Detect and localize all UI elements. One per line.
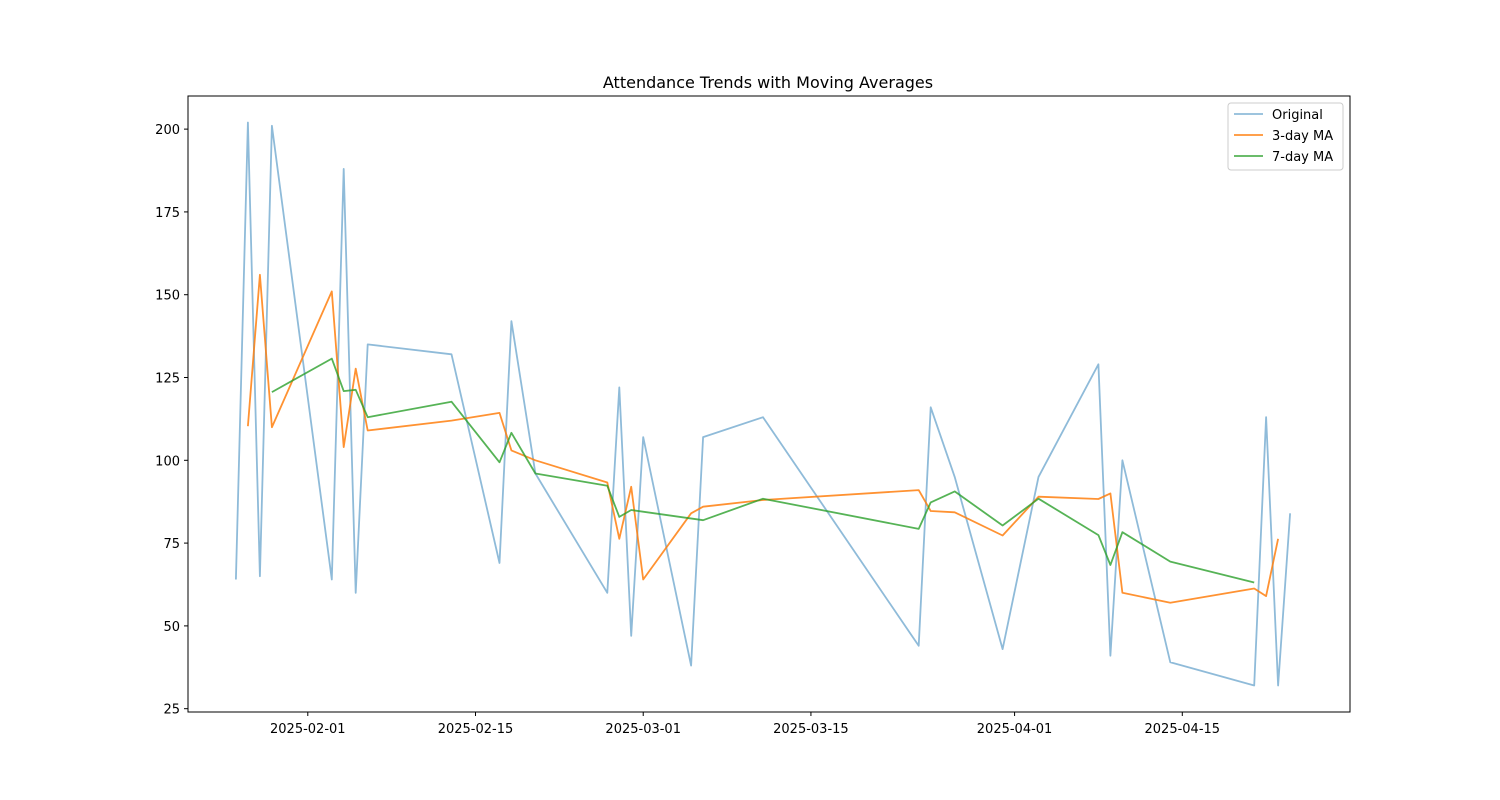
y-tick-label: 100 bbox=[155, 454, 180, 469]
legend-label: 3-day MA bbox=[1272, 129, 1333, 144]
series-points-3-day-ma bbox=[248, 275, 1278, 603]
legend: Original 3-day MA 7-day MA bbox=[1227, 102, 1344, 171]
legend-label: Original bbox=[1272, 108, 1323, 123]
chart-title: Attendance Trends with Moving Averages bbox=[603, 73, 933, 92]
series-points-original bbox=[236, 122, 1290, 685]
x-tick-label: 2025-04-01 bbox=[977, 722, 1053, 737]
y-tick-label: 25 bbox=[163, 703, 180, 718]
y-tick-label: 150 bbox=[155, 289, 180, 304]
series-layer bbox=[235, 121, 1291, 687]
x-tick-label: 2025-02-15 bbox=[438, 722, 514, 737]
x-tick-label: 2025-03-15 bbox=[773, 722, 849, 737]
legend-items: Original 3-day MA 7-day MA bbox=[1234, 108, 1333, 165]
y-tick-label: 200 bbox=[155, 123, 180, 138]
y-tick-label: 50 bbox=[163, 620, 180, 635]
x-tick-label: 2025-03-01 bbox=[605, 722, 681, 737]
legend-label: 7-day MA bbox=[1272, 150, 1333, 165]
y-axis: 25 50 75 100 125 150 175 200 bbox=[155, 123, 188, 718]
y-tick-label: 125 bbox=[155, 372, 180, 387]
legend-box bbox=[1227, 102, 1344, 171]
y-tick-label: 75 bbox=[163, 537, 180, 552]
x-tick-label: 2025-02-01 bbox=[270, 722, 346, 737]
y-tick-label: 175 bbox=[155, 206, 180, 221]
x-axis: 2025-02-01 2025-02-15 2025-03-01 2025-03-15… bbox=[270, 712, 1220, 737]
series-line-7-day-ma bbox=[271, 357, 1255, 584]
x-tick-label: 2025-04-15 bbox=[1145, 722, 1221, 737]
series-line-original bbox=[235, 121, 1291, 687]
series-line-3-day-ma bbox=[247, 273, 1279, 604]
plot-area-frame bbox=[187, 95, 1351, 713]
